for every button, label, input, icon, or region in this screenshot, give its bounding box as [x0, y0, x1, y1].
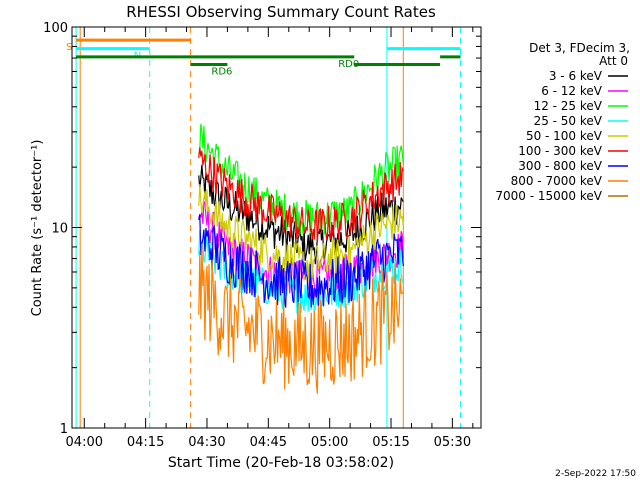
chart-title: RHESSI Observing Summary Count Rates — [126, 3, 436, 21]
series-line — [198, 243, 404, 394]
legend-header-line-1: Det 3, FDecim 3, — [529, 41, 630, 55]
legend-label: 12 - 25 keV — [534, 99, 603, 113]
mode-label: RD0 — [338, 59, 359, 70]
axes: 1 10 100 04:00 04:15 04:30 04:45 05:00 05:15 05:3… — [43, 21, 482, 450]
legend-label: 800 - 7000 keV — [511, 174, 603, 188]
mode-label: S — [66, 42, 72, 53]
plot-area: SNRD0RD6 — [66, 27, 462, 428]
legend-label: 300 - 800 keV — [518, 159, 602, 173]
x-tick-label: 05:00 — [311, 435, 348, 450]
y-tick-label: 1 — [60, 422, 68, 437]
x-tick-label: 04:45 — [250, 435, 287, 450]
legend-label: 6 - 12 keV — [541, 84, 603, 98]
legend-label: 25 - 50 keV — [534, 114, 603, 128]
plot-frame — [71, 26, 482, 429]
series-line — [198, 164, 404, 265]
series-line — [198, 147, 404, 243]
series-line — [198, 184, 404, 281]
x-tick-label: 05:15 — [372, 435, 409, 450]
legend-label: 100 - 300 keV — [518, 144, 602, 158]
legend-header-line-2: Att 0 — [599, 54, 628, 68]
y-tick-label: 100 — [43, 21, 68, 36]
x-axis-label: Start Time (20-Feb-18 03:58:02) — [168, 455, 394, 471]
y-tick-label: 10 — [51, 222, 68, 237]
legend-label: 50 - 100 keV — [526, 129, 603, 143]
mode-label: RD6 — [211, 67, 232, 78]
footer-timestamp: 2-Sep-2022 17:50 — [555, 469, 636, 479]
x-tick-label: 05:30 — [434, 435, 471, 450]
x-tick-label: 04:30 — [188, 435, 225, 450]
x-tick-label: 04:15 — [127, 435, 164, 450]
y-axis-label: Count Rate (s⁻¹ detector⁻¹) — [30, 140, 45, 317]
x-tick-label: 04:00 — [66, 435, 103, 450]
legend-label: 7000 - 15000 keV — [495, 189, 602, 203]
legend-label: 3 - 6 keV — [549, 69, 603, 83]
series-line — [198, 214, 404, 308]
